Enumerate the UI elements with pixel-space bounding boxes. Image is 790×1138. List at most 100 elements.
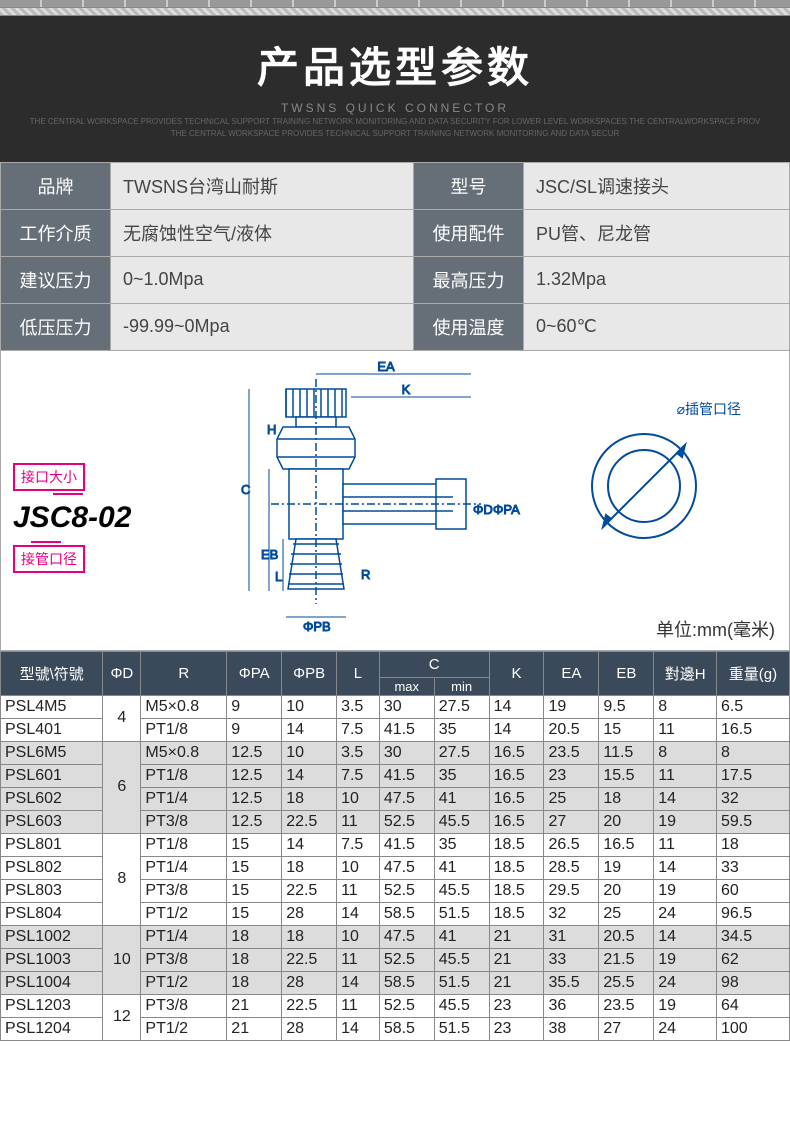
cell-ea: 26.5 bbox=[544, 833, 599, 856]
cell-r: M5×0.8 bbox=[141, 741, 227, 764]
cell-k: 21 bbox=[489, 948, 544, 971]
cell-ea: 19 bbox=[544, 695, 599, 718]
cell-cmax: 58.5 bbox=[379, 971, 434, 994]
cell-w: 60 bbox=[716, 879, 789, 902]
cell-model: PSL1004 bbox=[1, 971, 103, 994]
cell-phid: 12 bbox=[103, 994, 141, 1040]
cell-l: 10 bbox=[337, 787, 380, 810]
cell-cmax: 52.5 bbox=[379, 994, 434, 1017]
cell-ea: 31 bbox=[544, 925, 599, 948]
cell-cmin: 45.5 bbox=[434, 994, 489, 1017]
cell-pb: 18 bbox=[282, 787, 337, 810]
cell-ea: 25 bbox=[544, 787, 599, 810]
cell-pb: 14 bbox=[282, 764, 337, 787]
cell-ea: 29.5 bbox=[544, 879, 599, 902]
technical-drawing: EA K H C EB L R ΦPB ΦD ΦPA bbox=[211, 359, 551, 639]
cell-w: 64 bbox=[716, 994, 789, 1017]
table-row: PSL120312PT3/82122.51152.545.5233623.519… bbox=[1, 994, 790, 1017]
svg-text:H: H bbox=[267, 422, 276, 437]
cell-h: 8 bbox=[654, 741, 717, 764]
cell-pb: 22.5 bbox=[282, 948, 337, 971]
cell-r: PT1/2 bbox=[141, 1017, 227, 1040]
cell-r: PT1/8 bbox=[141, 833, 227, 856]
cell-k: 16.5 bbox=[489, 810, 544, 833]
cell-l: 11 bbox=[337, 948, 380, 971]
cell-cmin: 41 bbox=[434, 925, 489, 948]
cell-w: 32 bbox=[716, 787, 789, 810]
cell-eb: 9.5 bbox=[599, 695, 654, 718]
tube-diameter-label: ⌀插管口径 bbox=[677, 399, 741, 419]
cell-k: 23 bbox=[489, 1017, 544, 1040]
cell-w: 59.5 bbox=[716, 810, 789, 833]
cell-w: 62 bbox=[716, 948, 789, 971]
cell-cmax: 47.5 bbox=[379, 856, 434, 879]
cell-l: 3.5 bbox=[337, 695, 380, 718]
cell-k: 18.5 bbox=[489, 856, 544, 879]
cell-model: PSL1203 bbox=[1, 994, 103, 1017]
cell-w: 100 bbox=[716, 1017, 789, 1040]
cell-ea: 32 bbox=[544, 902, 599, 925]
col-k: K bbox=[489, 651, 544, 695]
param-label: 工作介质 bbox=[1, 209, 111, 256]
cell-eb: 20 bbox=[599, 810, 654, 833]
param-label: 使用配件 bbox=[413, 209, 523, 256]
svg-text:R: R bbox=[361, 567, 370, 582]
svg-text:ΦPA: ΦPA bbox=[493, 502, 520, 517]
param-value: TWSNS台湾山耐斯 bbox=[111, 162, 414, 209]
table-row: PSL8018PT1/815147.541.53518.526.516.5111… bbox=[1, 833, 790, 856]
param-value: -99.99~0Mpa bbox=[111, 303, 414, 350]
cell-ea: 23 bbox=[544, 764, 599, 787]
col-cmax: max bbox=[379, 677, 434, 695]
cell-phid: 10 bbox=[103, 925, 141, 994]
cell-k: 18.5 bbox=[489, 902, 544, 925]
cell-phid: 4 bbox=[103, 695, 141, 741]
cell-cmin: 51.5 bbox=[434, 902, 489, 925]
tag-interface-size: 接口大小 bbox=[13, 463, 85, 491]
param-label: 低压压力 bbox=[1, 303, 111, 350]
cell-r: PT3/8 bbox=[141, 994, 227, 1017]
cell-r: PT1/2 bbox=[141, 902, 227, 925]
cell-r: M5×0.8 bbox=[141, 695, 227, 718]
page-subtitle: TWSNS QUICK CONNECTOR bbox=[0, 101, 790, 115]
svg-text:EA: EA bbox=[377, 359, 395, 374]
cell-pa: 18 bbox=[227, 925, 282, 948]
cell-k: 21 bbox=[489, 925, 544, 948]
cell-h: 14 bbox=[654, 925, 717, 948]
cell-cmin: 35 bbox=[434, 718, 489, 741]
svg-text:ΦD: ΦD bbox=[473, 502, 493, 517]
cell-cmax: 41.5 bbox=[379, 718, 434, 741]
cell-k: 16.5 bbox=[489, 787, 544, 810]
cell-ea: 35.5 bbox=[544, 971, 599, 994]
cell-h: 14 bbox=[654, 856, 717, 879]
cell-w: 96.5 bbox=[716, 902, 789, 925]
cell-eb: 19 bbox=[599, 856, 654, 879]
cell-pb: 22.5 bbox=[282, 879, 337, 902]
top-hatch bbox=[0, 8, 790, 16]
cell-cmin: 41 bbox=[434, 856, 489, 879]
cell-model: PSL401 bbox=[1, 718, 103, 741]
cell-model: PSL1002 bbox=[1, 925, 103, 948]
col-model: 型號\符號 bbox=[1, 651, 103, 695]
table-row: PSL100210PT1/418181047.541213120.51434.5 bbox=[1, 925, 790, 948]
col-r: R bbox=[141, 651, 227, 695]
page-smalltext2: THE CENTRAL WORKSPACE PROVIDES TECHNICAL… bbox=[0, 129, 790, 139]
cell-ea: 36 bbox=[544, 994, 599, 1017]
cell-pb: 10 bbox=[282, 695, 337, 718]
cell-phid: 8 bbox=[103, 833, 141, 925]
param-label: 使用温度 bbox=[413, 303, 523, 350]
cell-cmin: 35 bbox=[434, 833, 489, 856]
cell-pa: 15 bbox=[227, 879, 282, 902]
col-cmin: min bbox=[434, 677, 489, 695]
col-ea: EA bbox=[544, 651, 599, 695]
cell-ea: 27 bbox=[544, 810, 599, 833]
model-code: JSC8-02 bbox=[13, 501, 131, 535]
cell-w: 8 bbox=[716, 741, 789, 764]
cell-eb: 25 bbox=[599, 902, 654, 925]
cell-eb: 27 bbox=[599, 1017, 654, 1040]
cell-pa: 12.5 bbox=[227, 787, 282, 810]
cell-k: 18.5 bbox=[489, 879, 544, 902]
cell-w: 17.5 bbox=[716, 764, 789, 787]
col-phid: ΦD bbox=[103, 651, 141, 695]
cell-l: 7.5 bbox=[337, 764, 380, 787]
cell-cmin: 45.5 bbox=[434, 810, 489, 833]
